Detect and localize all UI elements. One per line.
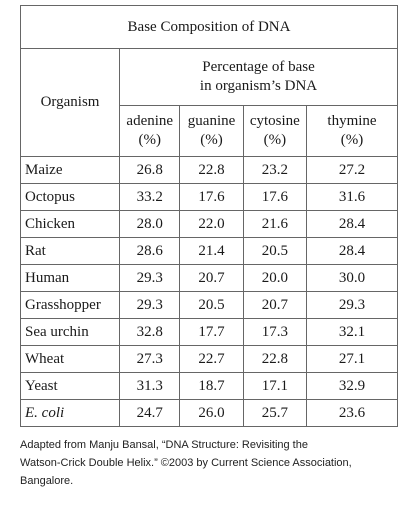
column-header: cytosine (%) bbox=[242, 105, 308, 157]
table-row: Sea urchin 32.8 17.7 17.3 32.1 bbox=[19, 318, 398, 346]
organism-cell: Rat bbox=[19, 237, 121, 265]
caption-line: Watson-Crick Double Helix.” ©2003 by Cur… bbox=[20, 457, 352, 469]
title-row: Base Composition of DNA bbox=[20, 5, 398, 49]
column-name: guanine bbox=[187, 113, 236, 129]
table-row: Octopus 33.2 17.6 17.6 31.6 bbox=[19, 183, 398, 211]
value-cell: 29.3 bbox=[306, 291, 398, 319]
value-cell: 22.8 bbox=[242, 345, 308, 373]
value-cell: 26.0 bbox=[179, 399, 244, 427]
table-title: Base Composition of DNA bbox=[20, 5, 398, 49]
organism-cell: Grasshopper bbox=[19, 291, 121, 319]
value-cell: 21.4 bbox=[179, 237, 244, 265]
value-cell: 32.9 bbox=[306, 372, 398, 400]
organism-cell: Wheat bbox=[19, 345, 121, 373]
value-cell: 27.1 bbox=[306, 345, 398, 373]
value-cell: 22.7 bbox=[179, 345, 244, 373]
group-header-line: in organism’s DNA bbox=[199, 78, 318, 94]
table-row: Yeast 31.3 18.7 17.1 32.9 bbox=[19, 372, 398, 400]
data-table: Base Composition of DNA Organism Percent… bbox=[19, 5, 398, 427]
organism-cell: E. coli bbox=[19, 399, 121, 427]
value-cell: 17.1 bbox=[242, 372, 308, 400]
value-cell: 33.2 bbox=[119, 183, 181, 211]
table-row: Rat 28.6 21.4 20.5 28.4 bbox=[19, 237, 398, 265]
caption: Adapted from Manju Bansal, “DNA Structur… bbox=[20, 436, 400, 490]
table-row: Human 29.3 20.7 20.0 30.0 bbox=[19, 264, 398, 292]
group-row: Organism Percentage of base in organism’s… bbox=[19, 48, 398, 157]
value-cell: 20.7 bbox=[242, 291, 308, 319]
value-cell: 22.0 bbox=[179, 210, 244, 238]
value-cell: 20.0 bbox=[242, 264, 308, 292]
value-cell: 31.3 bbox=[119, 372, 181, 400]
column-header: thymine (%) bbox=[306, 105, 398, 157]
column-name: cytosine bbox=[249, 113, 300, 129]
organism-cell: Maize bbox=[19, 156, 121, 184]
table-row: Maize 26.8 22.8 23.2 27.2 bbox=[19, 156, 398, 184]
caption-line: Bangalore. bbox=[20, 475, 74, 487]
organism-cell: Sea urchin bbox=[19, 318, 121, 346]
value-cell: 28.4 bbox=[306, 210, 398, 238]
value-cell: 29.3 bbox=[119, 291, 181, 319]
value-cell: 21.6 bbox=[242, 210, 308, 238]
value-cell: 32.8 bbox=[119, 318, 181, 346]
table-row: Wheat 27.3 22.7 22.8 27.1 bbox=[19, 345, 398, 373]
row-header: Organism bbox=[19, 48, 121, 157]
value-cell: 30.0 bbox=[306, 264, 398, 292]
value-cell: 28.4 bbox=[306, 237, 398, 265]
table-row: Chicken 28.0 22.0 21.6 28.4 bbox=[19, 210, 398, 238]
column-unit: (%) bbox=[200, 132, 223, 148]
value-cell: 17.3 bbox=[242, 318, 308, 346]
column-name: adenine bbox=[126, 113, 174, 129]
table-head: Base Composition of DNA Organism Percent… bbox=[19, 5, 398, 157]
value-cell: 28.0 bbox=[119, 210, 181, 238]
organism-cell: Chicken bbox=[19, 210, 121, 238]
value-cell: 23.2 bbox=[242, 156, 308, 184]
value-cell: 24.7 bbox=[119, 399, 181, 427]
column-unit: (%) bbox=[138, 132, 161, 148]
value-cell: 20.5 bbox=[179, 291, 244, 319]
value-cell: 17.6 bbox=[179, 183, 244, 211]
table-row: Grasshopper 29.3 20.5 20.7 29.3 bbox=[19, 291, 398, 319]
value-cell: 26.8 bbox=[119, 156, 181, 184]
column-name: thymine bbox=[327, 113, 377, 129]
value-cell: 22.8 bbox=[179, 156, 244, 184]
group-header: Percentage of base in organism’s DNA bbox=[119, 48, 398, 106]
value-cell: 17.7 bbox=[179, 318, 244, 346]
column-unit: (%) bbox=[263, 132, 287, 148]
column-header: adenine (%) bbox=[119, 105, 181, 157]
table-body: Maize 26.8 22.8 23.2 27.2 Octopus 33.2 17.6 17.6… bbox=[19, 156, 398, 427]
value-cell: 32.1 bbox=[306, 318, 398, 346]
value-cell: 23.6 bbox=[306, 399, 398, 427]
value-cell: 28.6 bbox=[119, 237, 181, 265]
value-cell: 29.3 bbox=[119, 264, 181, 292]
group-header-line: Percentage of base bbox=[202, 59, 315, 75]
caption-line: Adapted from Manju Bansal, “DNA Structur… bbox=[20, 439, 308, 451]
column-header: guanine (%) bbox=[179, 105, 244, 157]
value-cell: 27.2 bbox=[306, 156, 398, 184]
value-cell: 17.6 bbox=[242, 183, 308, 211]
value-cell: 25.7 bbox=[242, 399, 308, 427]
column-row: adenine (%) guanine (%) cytosine (%) thymine (%… bbox=[21, 105, 398, 157]
value-cell: 27.3 bbox=[119, 345, 181, 373]
table-row: E. coli 24.7 26.0 25.7 23.6 bbox=[19, 399, 398, 427]
organism-cell: Octopus bbox=[19, 183, 121, 211]
organism-cell: Yeast bbox=[19, 372, 121, 400]
value-cell: 31.6 bbox=[306, 183, 398, 211]
value-cell: 20.7 bbox=[179, 264, 244, 292]
column-unit: (%) bbox=[340, 132, 364, 148]
organism-cell: Human bbox=[19, 264, 121, 292]
value-cell: 20.5 bbox=[242, 237, 308, 265]
value-cell: 18.7 bbox=[179, 372, 244, 400]
